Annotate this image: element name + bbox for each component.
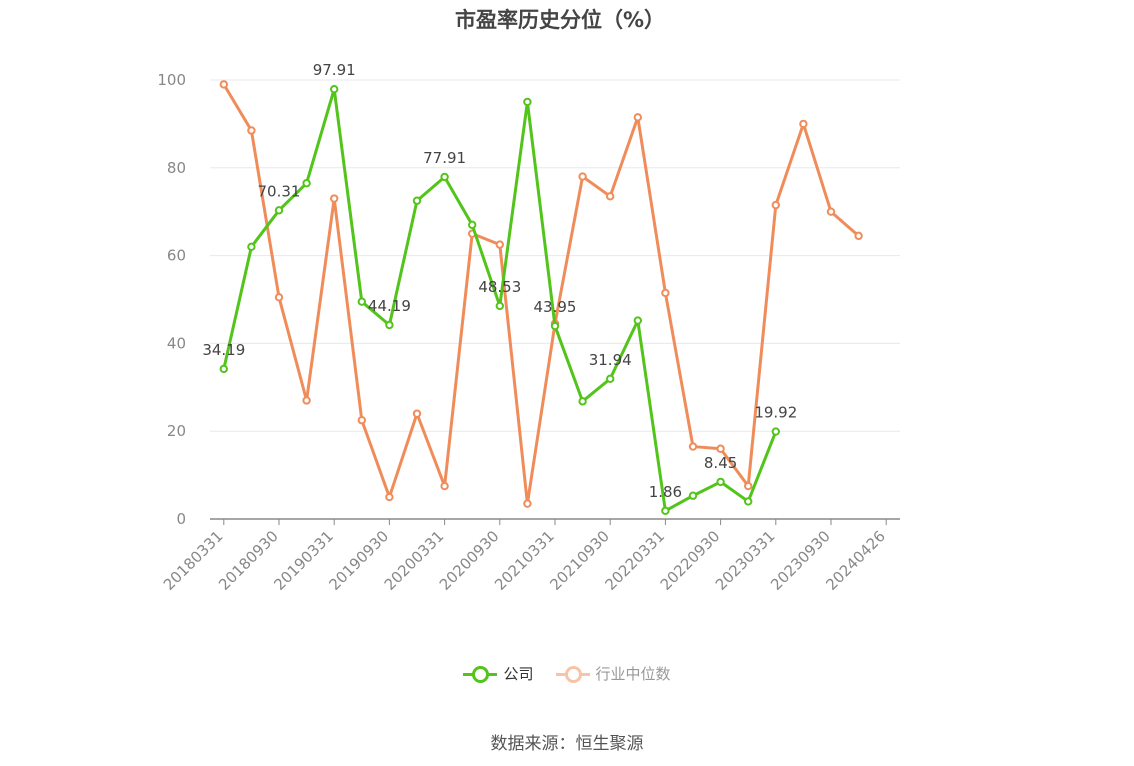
x-tick-label: 20240426	[822, 527, 889, 594]
data-point-industry	[744, 481, 753, 491]
data-point-industry	[412, 409, 422, 418]
y-tick-label: 0	[176, 510, 186, 528]
y-axis-ticks: 0 20 40 60 80 100	[157, 71, 186, 528]
data-point-company	[412, 196, 422, 205]
data-point-company	[550, 321, 560, 331]
data-point-industry	[826, 207, 836, 216]
data-point-industry	[302, 396, 311, 405]
series-line-industry	[222, 83, 860, 506]
data-point-company	[302, 178, 311, 188]
y-tick-label: 100	[157, 71, 186, 89]
data-label: 97.91	[313, 61, 356, 79]
data-label: 31.94	[589, 351, 632, 369]
data-point-company	[495, 301, 504, 311]
data-point-company	[330, 84, 339, 94]
data-point-industry	[440, 481, 449, 491]
data-point-industry	[578, 172, 587, 181]
data-point-company	[744, 497, 753, 506]
legend-item-company[interactable]: 公司	[463, 663, 534, 684]
data-point-industry	[799, 119, 808, 129]
y-tick-label: 80	[167, 159, 186, 177]
chart-title: 市盈率历史分位（%）	[454, 8, 666, 32]
data-point-company	[357, 297, 366, 306]
legend-industry-swatch	[555, 665, 590, 683]
data-label: 1.86	[649, 483, 682, 501]
data-point-industry	[716, 444, 725, 453]
data-point-company	[523, 97, 532, 107]
series-layer	[219, 80, 863, 516]
data-point-industry	[523, 499, 532, 508]
data-source: 数据来源：恒生聚源	[490, 734, 644, 754]
data-point-industry	[385, 492, 394, 502]
grid-lines	[210, 79, 900, 432]
data-label: 19.92	[754, 404, 797, 422]
data-point-industry	[247, 126, 256, 135]
legend: 公司 行业中位数	[0, 663, 1134, 684]
y-tick-label: 40	[167, 334, 186, 352]
data-point-industry	[661, 288, 670, 298]
data-label: 44.19	[368, 297, 411, 315]
line-chart: 0 20 40 60 80 100 201803312018093020190331201…	[157, 61, 900, 594]
data-point-industry	[219, 80, 229, 89]
data-label: 48.53	[478, 278, 521, 296]
legend-item-industry[interactable]: 行业中位数	[555, 663, 671, 684]
data-point-company	[606, 374, 615, 383]
data-point-industry	[633, 113, 642, 122]
data-point-company	[771, 427, 780, 436]
legend-company-swatch	[463, 665, 498, 683]
data-point-industry	[330, 194, 339, 203]
data-point-company	[468, 220, 477, 230]
data-label: 43.95	[534, 298, 577, 316]
data-point-company	[716, 477, 725, 487]
legend-industry-label: 行业中位数	[595, 665, 671, 683]
y-tick-label: 60	[167, 247, 186, 265]
data-point-industry	[771, 200, 780, 210]
data-point-industry	[495, 240, 504, 249]
data-label: 34.19	[202, 341, 245, 359]
data-point-company	[219, 364, 229, 374]
data-point-industry	[606, 192, 615, 201]
data-label: 8.45	[704, 454, 737, 472]
data-label: 77.91	[423, 149, 466, 167]
data-labels: 34.19 70.31 97.91 44.19 77.91 48.53 43.95 31.94…	[202, 61, 797, 501]
data-point-company	[688, 491, 698, 500]
data-point-company	[247, 242, 256, 252]
data-point-company	[385, 320, 394, 330]
data-point-company	[633, 316, 642, 325]
data-point-industry	[274, 293, 284, 302]
data-point-company	[661, 506, 670, 516]
x-axis: 2018033120180930201903312019093020200331…	[160, 518, 900, 594]
data-point-industry	[854, 231, 863, 241]
data-point-company	[274, 206, 284, 215]
data-point-industry	[688, 442, 698, 451]
data-point-company	[440, 172, 449, 182]
y-tick-label: 20	[167, 422, 186, 440]
data-point-company	[578, 397, 587, 406]
data-point-industry	[357, 416, 366, 425]
legend-company-label: 公司	[503, 665, 534, 683]
data-label: 70.31	[258, 182, 301, 200]
